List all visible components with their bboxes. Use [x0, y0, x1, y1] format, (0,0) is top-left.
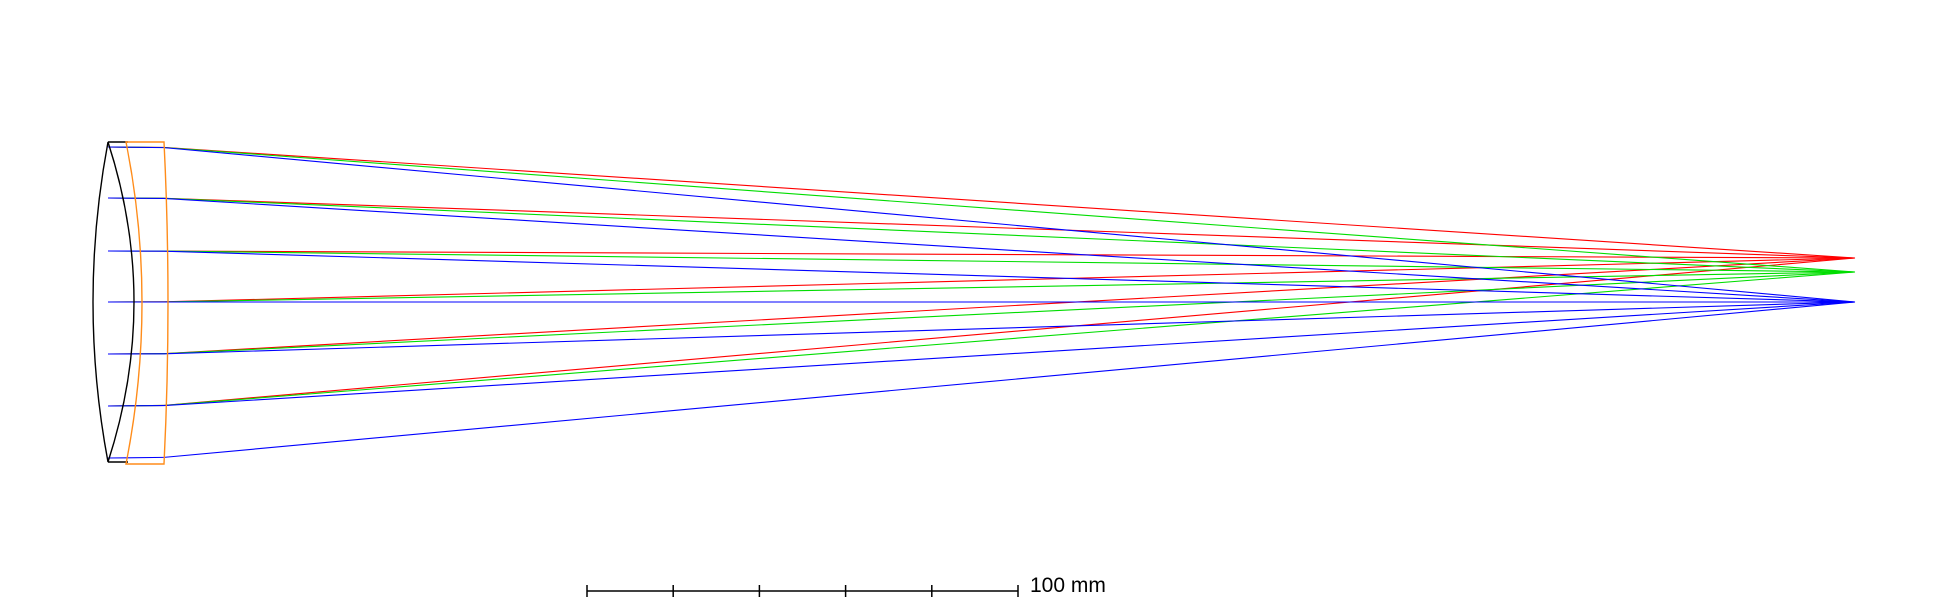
ray: [163, 146, 1856, 259]
ray: [163, 257, 1856, 303]
ray-fan-green: [107, 146, 1856, 407]
ray: [163, 197, 1856, 273]
scale-bar: [586, 585, 1019, 597]
ray: [163, 146, 1856, 273]
ray: [163, 257, 1856, 355]
ray: [163, 197, 1856, 303]
scale-bar-label: 100 mm: [1030, 574, 1106, 597]
lens-group: [92, 141, 169, 465]
lens-element-2: [125, 141, 169, 465]
ray: [163, 250, 1856, 259]
ray: [163, 301, 1856, 407]
ray: [163, 271, 1856, 303]
ray: [163, 301, 1856, 355]
ray: [163, 250, 1856, 303]
ray: [163, 271, 1856, 407]
ray-segment-in-lens: [107, 456, 165, 459]
ray-trace-group: [107, 146, 1856, 459]
ray: [163, 271, 1856, 355]
ray: [163, 301, 1856, 458]
ray-fan-blue: [107, 146, 1856, 459]
ray: [163, 197, 1856, 259]
ray: [163, 147, 1856, 303]
ray-segment-in-lens: [107, 146, 165, 149]
ray: [163, 250, 1856, 273]
ray: [163, 257, 1856, 406]
